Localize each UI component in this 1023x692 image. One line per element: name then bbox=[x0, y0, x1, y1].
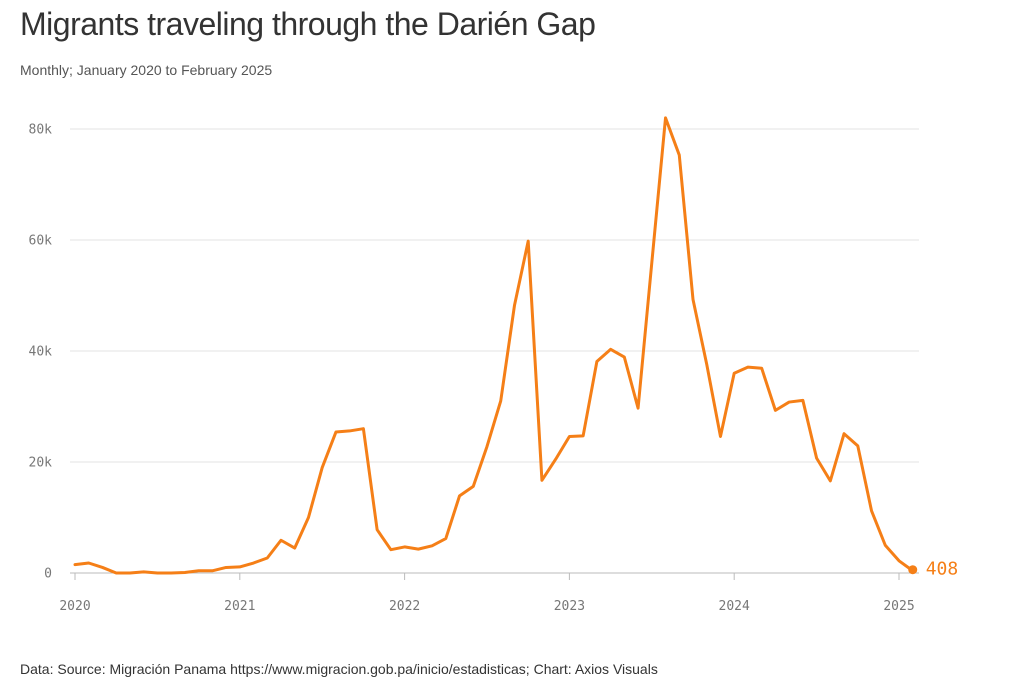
last-value-dot bbox=[908, 565, 918, 575]
y-tick-label: 80k bbox=[29, 123, 53, 138]
y-tick-label: 20k bbox=[29, 456, 53, 471]
x-tick-label: 2025 bbox=[883, 599, 914, 614]
chart-source-note: Data: Source: Migración Panama https://w… bbox=[20, 661, 658, 677]
last-value-label: 408 bbox=[926, 559, 959, 580]
gridlines bbox=[70, 128, 919, 574]
x-tick-label: 2020 bbox=[59, 599, 90, 614]
y-tick-label: 60k bbox=[29, 234, 53, 249]
y-tick-label: 0 bbox=[44, 567, 52, 582]
chart-title: Migrants traveling through the Darién Ga… bbox=[20, 6, 596, 42]
y-tick-label: 40k bbox=[29, 345, 53, 360]
x-axis-ticks: 2020 2021 2022 2023 2024 2025 bbox=[59, 573, 915, 614]
chart-subtitle: Monthly; January 2020 to February 2025 bbox=[20, 62, 273, 78]
x-tick-label: 2024 bbox=[719, 599, 750, 614]
y-axis-ticks: 0 20k 40k 60k 80k bbox=[29, 123, 53, 582]
x-tick-label: 2022 bbox=[389, 599, 420, 614]
x-tick-label: 2021 bbox=[224, 599, 255, 614]
migrants-series-line bbox=[73, 116, 915, 575]
x-tick-label: 2023 bbox=[554, 599, 585, 614]
